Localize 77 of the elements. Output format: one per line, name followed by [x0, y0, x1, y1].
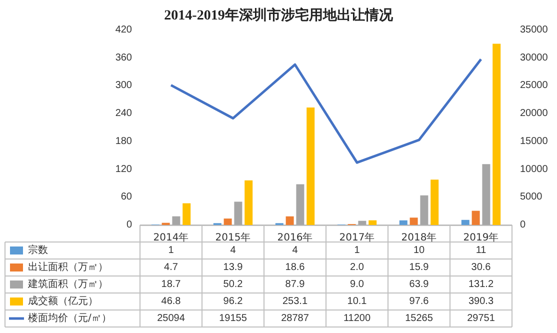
data-label: 253.1	[282, 296, 308, 307]
data-label: 18.7	[161, 279, 182, 290]
bar	[358, 220, 366, 225]
x-tick-label: 2015年	[215, 232, 251, 244]
bar	[172, 216, 180, 225]
data-label: 2.0	[350, 262, 364, 273]
y-tick-label: 120	[115, 164, 132, 175]
y2-tick-label: 25000	[520, 80, 548, 92]
y-tick-label: 60	[120, 192, 132, 203]
data-label: 30.6	[471, 262, 492, 273]
data-label: 15.9	[409, 262, 430, 273]
bar	[399, 220, 408, 225]
legend-label: 建筑面积（万㎡）	[27, 278, 108, 290]
bar	[461, 220, 470, 225]
bar	[472, 210, 480, 225]
y2-tick-label: 10000	[520, 164, 548, 175]
data-label: 9.0	[350, 279, 364, 290]
data-label: 11	[476, 245, 487, 256]
y2-tick-label: 0	[520, 220, 526, 230]
bar	[306, 107, 315, 225]
data-label: 25094	[157, 313, 186, 324]
data-label: 4.7	[164, 262, 178, 273]
y2-tick-label: 35000	[520, 24, 548, 36]
data-label: 1	[354, 245, 360, 256]
bar	[234, 202, 242, 225]
legend-label: 楼面均价（元/㎡）	[28, 312, 112, 324]
y2-tick-label: 20000	[520, 108, 548, 120]
data-label: 131.2	[468, 279, 494, 290]
bar	[182, 203, 191, 225]
data-label: 10.1	[347, 296, 368, 307]
data-label: 4	[292, 245, 298, 256]
x-tick-label: 2018年	[401, 232, 437, 244]
data-label: 29751	[467, 313, 496, 324]
y-tick-label: 360	[115, 52, 132, 64]
data-label: 1	[168, 245, 174, 256]
data-label: 87.9	[285, 279, 306, 290]
bar	[224, 218, 232, 225]
bar	[368, 220, 377, 225]
bar	[492, 44, 501, 225]
y-tick-label: 240	[115, 108, 132, 120]
data-label: 390.3	[468, 296, 494, 307]
data-label: 4	[230, 245, 236, 256]
data-label: 13.9	[223, 262, 244, 273]
bar	[420, 195, 428, 225]
y-tick-label: 300	[115, 80, 132, 92]
bar	[430, 180, 439, 225]
bar	[482, 164, 490, 225]
x-tick-label: 2019年	[463, 232, 499, 244]
data-label: 11200	[343, 313, 371, 324]
legend-label: 出让面积（万㎡）	[28, 261, 108, 273]
data-label: 63.9	[409, 279, 430, 290]
y-tick-label: 180	[115, 136, 132, 147]
y-tick-label: 0	[126, 220, 132, 230]
data-label: 97.6	[409, 296, 430, 307]
data-label: 18.6	[285, 262, 306, 273]
data-label: 96.2	[223, 296, 244, 307]
data-label: 10	[413, 245, 425, 256]
legend-label: 成交额（亿元）	[28, 295, 98, 307]
data-label: 19155	[219, 313, 248, 324]
bar	[410, 218, 418, 225]
y2-tick-label: 30000	[520, 52, 548, 64]
line-series	[170, 58, 482, 164]
x-tick-label: 2014年	[153, 232, 189, 244]
y2-tick-label: 5000	[520, 192, 543, 203]
bar	[244, 180, 253, 225]
y-tick-label: 420	[115, 24, 132, 36]
bar	[296, 184, 304, 225]
data-label: 50.2	[223, 279, 244, 290]
data-label: 15265	[405, 313, 434, 324]
data-label: 46.8	[161, 296, 182, 307]
x-tick-label: 2016年	[277, 232, 313, 244]
chart-title: 2014-2019年深圳市涉宅用地出让情况	[164, 6, 394, 24]
legend-label: 宗数	[28, 244, 48, 256]
bar	[286, 216, 294, 225]
data-label: 28787	[281, 313, 310, 324]
x-tick-label: 2017年	[339, 232, 375, 244]
y2-tick-label: 15000	[520, 136, 548, 147]
